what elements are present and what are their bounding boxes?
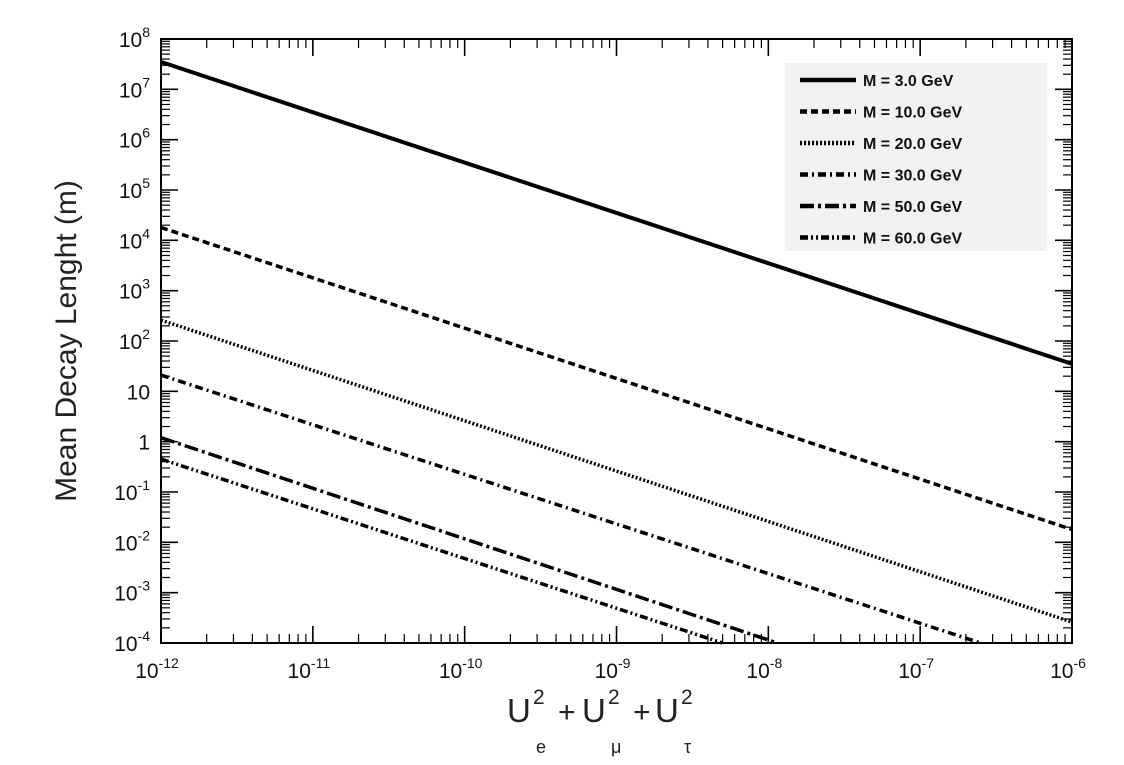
legend: M = 3.0 GeV M = 10.0 GeV M = 20.0 GeV M = 3… bbox=[785, 63, 1047, 251]
x-title-base: U bbox=[655, 692, 679, 729]
y-axis-title: Mean Decay Lenght (m) bbox=[50, 180, 83, 502]
y-tick-label: 105 bbox=[119, 175, 150, 203]
x-tick-label: 10-12 bbox=[135, 655, 179, 683]
x-title-subscript: e bbox=[536, 737, 546, 757]
legend-label-3: M = 20.0 GeV bbox=[863, 136, 962, 153]
x-tick-label: 10-8 bbox=[746, 655, 782, 683]
x-tick-label: 10-6 bbox=[1050, 655, 1086, 683]
x-title-exponent: 2 bbox=[608, 686, 620, 709]
legend-label-5: M = 50.0 GeV bbox=[863, 199, 962, 216]
series-line-4 bbox=[160, 373, 982, 645]
y-tick-label: 104 bbox=[119, 225, 150, 253]
y-tick-label: 102 bbox=[119, 326, 150, 354]
x-tick-label: 10-7 bbox=[898, 655, 934, 683]
x-title-plus: + bbox=[633, 696, 651, 729]
y-tick-label: 10-1 bbox=[114, 477, 150, 505]
x-title-exponent: 2 bbox=[681, 686, 693, 709]
y-tick-labels: 10-4 10-3 10-2 10-1 1 10 102 103 104 105 106 107 108 bbox=[114, 24, 150, 656]
x-title-subscript: τ bbox=[684, 737, 691, 757]
x-axis-title: U 2e+ U 2μ+ U 2τ bbox=[507, 686, 693, 757]
x-title-subscript: μ bbox=[611, 737, 621, 757]
x-title-exponent: 2 bbox=[533, 686, 545, 709]
x-title-base: U bbox=[582, 692, 606, 729]
major-ticks bbox=[160, 38, 1073, 644]
legend-label-1: M = 3.0 GeV bbox=[863, 73, 954, 90]
y-tick-label: 106 bbox=[119, 125, 150, 153]
x-tick-label: 10-10 bbox=[439, 655, 483, 683]
x-tick-label: 10-9 bbox=[595, 655, 631, 683]
y-tick-label: 103 bbox=[119, 276, 150, 304]
y-tick-label: 10-4 bbox=[114, 628, 150, 656]
y-tick-label: 10-2 bbox=[114, 527, 150, 555]
y-tick-label: 10 bbox=[127, 381, 150, 404]
legend-label-6: M = 60.0 GeV bbox=[863, 231, 962, 248]
series-lines bbox=[160, 60, 1073, 645]
y-tick-label: 10-3 bbox=[114, 578, 150, 606]
series-line-6 bbox=[160, 457, 724, 645]
legend-box bbox=[785, 63, 1047, 251]
legend-label-2: M = 10.0 GeV bbox=[863, 105, 962, 122]
y-tick-label: 107 bbox=[119, 74, 150, 102]
series-line-5 bbox=[160, 436, 779, 645]
y-tick-label: 1 bbox=[138, 432, 150, 455]
legend-label-4: M = 30.0 GeV bbox=[863, 168, 962, 185]
x-title-plus: + bbox=[558, 696, 576, 729]
series-line-1 bbox=[160, 60, 1073, 366]
x-tick-labels: 10-12 10-11 10-10 10-9 10-8 10-7 10-6 bbox=[135, 655, 1086, 683]
x-tick-label: 10-11 bbox=[288, 655, 331, 683]
series-line-3 bbox=[160, 318, 1073, 624]
x-title-base: U bbox=[507, 692, 531, 729]
y-tick-label: 108 bbox=[119, 24, 150, 52]
series-line-2 bbox=[160, 225, 1073, 532]
